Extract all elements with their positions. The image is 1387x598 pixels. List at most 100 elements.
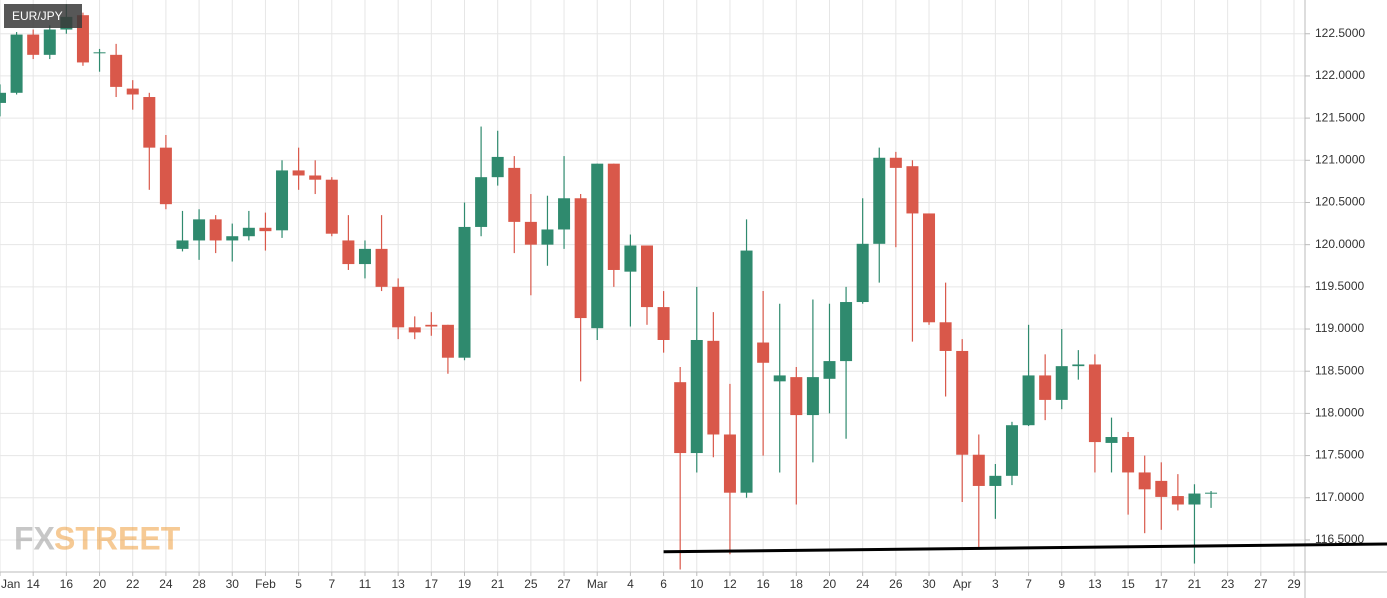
x-tick-label: 19 [458,577,472,591]
candle-body [276,170,289,231]
candle-body [292,170,305,176]
candle-body [193,219,206,241]
candle-body [1105,437,1118,443]
watermark-fx: FX [14,520,56,556]
x-tick-label: 7 [1025,577,1032,591]
candle-body [110,54,123,87]
candle-body [1155,480,1168,497]
x-tick-label: Mar [587,577,608,591]
candle-body [0,92,6,103]
y-tick-label: 122.0000 [1315,68,1365,82]
x-tick-label: 14 [26,577,40,591]
x-tick-label: 11 [359,577,372,591]
x-tick-label: 21 [1188,577,1202,591]
candle-body [873,157,886,244]
candle-body [10,34,23,93]
trendline [663,542,1387,554]
candle-body [1171,496,1184,505]
watermark-street: STREET [54,520,181,556]
x-tick-label: 20 [93,577,107,591]
x-tick-label: 27 [557,577,571,591]
x-tick-label: 29 [1287,577,1301,591]
candle-body [475,177,488,227]
x-tick-label: 20 [823,577,837,591]
candle-body [889,157,902,168]
candle-body [1022,375,1035,426]
candle-body [989,475,1002,486]
x-tick-label: Apr [953,577,972,591]
x-tick-label: 24 [159,577,173,591]
candle-body [143,97,156,148]
candle-body [392,286,405,328]
axes: 116.5000 117.0000 117.5000 118.0000 118.5000… [0,26,1365,591]
candle-body [1088,364,1101,443]
x-tick-label: 12 [723,577,737,591]
candle-body [126,88,139,95]
candle-body [773,375,786,382]
y-tick-label: 122.5000 [1315,26,1365,40]
x-tick-label: 17 [1155,577,1169,591]
candle-body [309,175,322,180]
x-tick-label: Feb [255,577,276,591]
candle-body [1122,437,1135,473]
candle-body [1188,493,1201,505]
x-tick-label: 26 [889,577,903,591]
x-tick-label: 22 [126,577,140,591]
candle-body [358,248,371,265]
x-tick-label: 13 [391,577,405,591]
candle-body [574,198,587,319]
candle-body [923,213,936,323]
title-box [4,4,82,28]
candle-body [856,243,869,303]
candle-body [657,307,670,340]
candle-body [441,324,454,358]
candle-body [1072,364,1085,367]
y-tick-label: 120.5000 [1315,195,1365,209]
candle-body [259,227,272,232]
candle-body [707,340,720,435]
candle-body [159,147,172,205]
y-tick-label: 119.5000 [1315,279,1364,293]
plot [0,4,1218,570]
candle-body [558,198,571,230]
candle-body [1039,375,1052,400]
x-tick-label: 17 [425,577,439,591]
x-tick-label: Jan [1,577,20,591]
candle-body [1138,472,1151,490]
candle-body [740,250,753,493]
x-tick-label: 30 [226,577,240,591]
candle-body [408,327,421,333]
candle-body [906,166,919,214]
x-tick-label: 6 [660,577,667,591]
x-tick-label: 7 [328,577,335,591]
y-tick-label: 117.5000 [1315,448,1364,462]
candle-body [607,163,620,270]
watermark: FX STREET [14,520,181,556]
candle-body [176,240,189,249]
chart-title: EUR/JPY [12,9,63,23]
candle-body [624,245,637,272]
x-tick-label: 24 [856,577,870,591]
x-tick-label: 28 [192,577,206,591]
candle-body [524,221,537,245]
y-tick-label: 116.5000 [1315,532,1364,546]
candle-body [325,179,338,234]
x-tick-label: 5 [295,577,302,591]
x-tick-label: 25 [524,577,538,591]
x-tick-label: 16 [756,577,770,591]
candle-body [757,342,770,363]
candle-body [93,52,106,54]
y-tick-label: 120.0000 [1315,237,1365,251]
candle-body [226,236,239,241]
candle-body [641,245,653,308]
candle-body [491,156,504,178]
candle-body [27,34,40,55]
candle-body [723,434,736,493]
x-tick-label: 30 [922,577,936,591]
x-tick-label: 10 [690,577,704,591]
candle-body [690,339,703,454]
candle-body [43,29,56,55]
candle-body [790,377,803,416]
candle-body [1005,425,1018,476]
